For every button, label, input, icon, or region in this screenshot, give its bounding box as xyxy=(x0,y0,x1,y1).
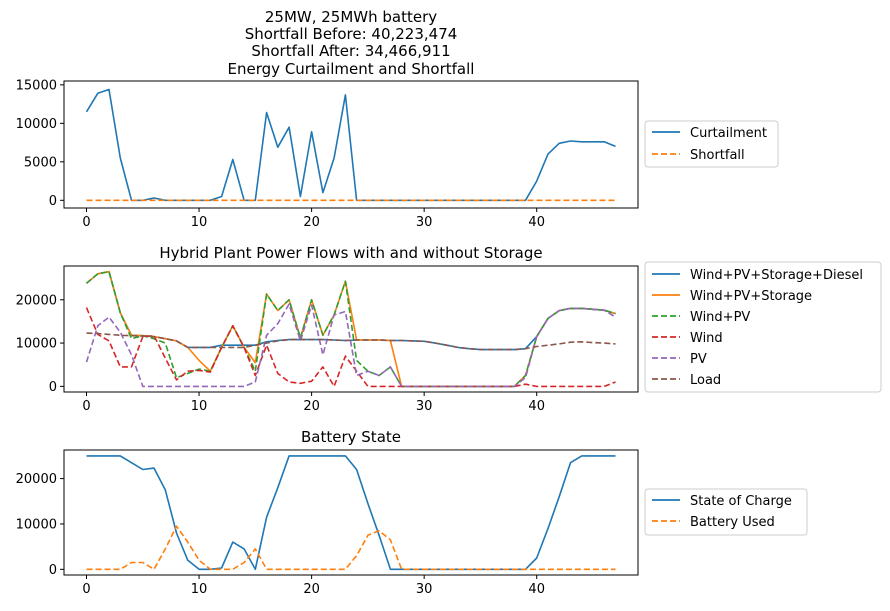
panel-3-x-tick-label: 0 xyxy=(82,582,90,597)
series-state-of-charge-line xyxy=(86,455,616,571)
panel-2: Hybrid Plant Power Flows with and withou… xyxy=(16,244,882,414)
legend-battery-used-label: Battery Used xyxy=(690,515,775,530)
panel-1-axes-frame xyxy=(63,80,639,209)
panel-2-legend: Wind+PV+Storage+Diesel Wind+PV+Storage W… xyxy=(644,261,882,393)
panel-3-y-tick-label: 20000 xyxy=(16,472,57,487)
panel-1-x-tick-label: 30 xyxy=(416,215,433,230)
legend-wind-pv-storage-label: Wind+PV+Storage xyxy=(690,289,812,304)
panel-1-x-tick-label: 20 xyxy=(303,215,320,230)
panel-2-x-tick-label: 30 xyxy=(416,399,433,414)
panel-2-y-tick-label: 20000 xyxy=(16,293,57,308)
panel-2-legend-box xyxy=(644,261,882,393)
panel-3: Battery State 0 10 20 30 40 0 10000 20000 State… xyxy=(16,428,808,597)
panel-3-x-tick-label: 30 xyxy=(416,582,433,597)
panel-1-y-tick-label: 5000 xyxy=(24,155,57,170)
panel-3-x-tick-label: 40 xyxy=(528,582,545,597)
panel-3-x-tick-label: 10 xyxy=(191,582,208,597)
series-wind-line xyxy=(85,307,616,388)
panel-1-x-tick-label: 0 xyxy=(82,215,90,230)
panel-1-x-tick-label: 40 xyxy=(528,215,545,230)
legend-curtailment-label: Curtailment xyxy=(690,126,767,141)
panel-3-plot: 0 10 20 30 40 0 10000 20000 xyxy=(16,455,616,597)
legend-wind-pv-label: Wind+PV xyxy=(690,310,750,325)
panel-3-legend: State of Charge Battery Used xyxy=(644,488,808,536)
panel-1-title-line-4: Energy Curtailment and Shortfall xyxy=(228,60,475,78)
legend-shortfall-label: Shortfall xyxy=(690,148,745,163)
panel-2-y-tick-label: 10000 xyxy=(16,337,57,352)
panel-2-x-tick-label: 0 xyxy=(82,399,90,414)
panel-3-y-tick-label: 0 xyxy=(49,563,57,578)
panel-1-legend: Curtailment Shortfall xyxy=(644,120,779,168)
panel-3-axes-frame xyxy=(63,449,639,576)
panel-3-y-tick-label: 10000 xyxy=(16,517,57,532)
panel-2-title: Hybrid Plant Power Flows with and withou… xyxy=(159,244,542,262)
series-load-line xyxy=(86,332,616,351)
panel-2-axes-frame xyxy=(63,265,639,393)
legend-wind-pv-storage-diesel-label: Wind+PV+Storage+Diesel xyxy=(690,268,863,283)
panel-1: 25MW, 25MWh battery Shortfall Before: 40… xyxy=(16,8,779,230)
panel-2-plot: 0 10 20 30 40 0 10000 20000 xyxy=(16,270,616,414)
series-wind-pv-line xyxy=(85,270,616,388)
panel-1-y-tick-label: 15000 xyxy=(16,78,57,93)
panel-1-y-tick-label: 10000 xyxy=(16,117,57,132)
panel-2-x-tick-label: 40 xyxy=(528,399,545,414)
series-curtailment-line xyxy=(85,88,616,202)
legend-state-of-charge-label: State of Charge xyxy=(690,494,792,509)
panel-1-title-line-3: Shortfall After: 34,466,911 xyxy=(251,42,450,60)
legend-wind-label: Wind xyxy=(690,331,723,346)
panel-1-title-line-1: 25MW, 25MWh battery xyxy=(265,8,437,26)
panel-2-x-tick-label: 20 xyxy=(303,399,320,414)
legend-pv-label: PV xyxy=(690,352,707,367)
panel-1-x-tick-label: 10 xyxy=(191,215,208,230)
panel-2-x-tick-label: 10 xyxy=(191,399,208,414)
panel-3-legend-box xyxy=(644,488,808,536)
panel-2-y-tick-label: 0 xyxy=(49,380,57,395)
legend-load-label: Load xyxy=(690,373,721,388)
series-pv-line xyxy=(85,303,616,388)
panel-3-title: Battery State xyxy=(301,428,401,446)
panel-1-title-line-2: Shortfall Before: 40,223,474 xyxy=(245,25,458,43)
panel-3-x-tick-label: 20 xyxy=(303,582,320,597)
panel-1-plot: 0 10 20 30 40 0 5000 10000 15000 xyxy=(16,78,616,230)
panel-1-y-tick-label: 0 xyxy=(49,194,57,209)
